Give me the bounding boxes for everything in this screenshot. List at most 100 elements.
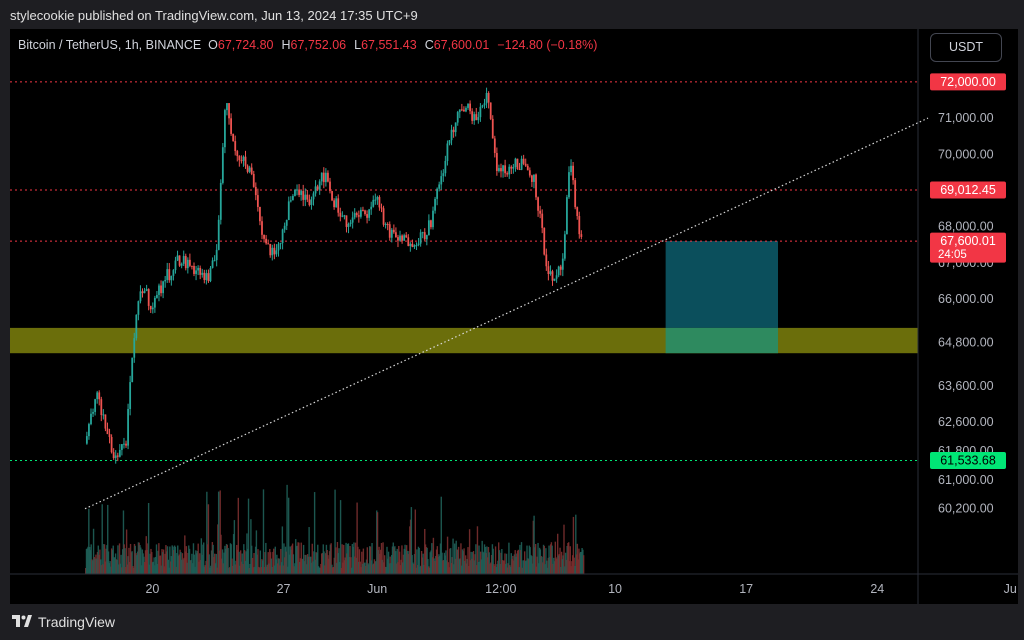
volume-bar <box>288 554 291 574</box>
volume-bar <box>333 557 335 574</box>
volume-bar <box>151 562 154 574</box>
volume-bar <box>91 559 93 574</box>
volume-bar <box>284 557 286 574</box>
volume-bar <box>358 549 361 574</box>
candle-body <box>522 158 525 164</box>
volume-bar <box>160 565 162 574</box>
volume-bar <box>287 497 290 574</box>
volume-bar <box>294 563 296 574</box>
volume-bar <box>505 553 508 574</box>
volume-bar <box>235 560 237 574</box>
volume-bar <box>221 558 223 574</box>
candle-body <box>353 213 356 218</box>
volume-bar <box>416 549 418 574</box>
candle-body <box>347 223 350 227</box>
chart-panel[interactable]: 73,000.0071,000.0070,000.0068,000.0067,0… <box>10 29 1018 604</box>
volume-bar <box>350 557 352 574</box>
volume-bar <box>292 554 295 574</box>
price-chart[interactable]: 73,000.0071,000.0070,000.0068,000.0067,0… <box>10 29 1018 604</box>
volume-bar <box>199 560 202 574</box>
volume-bar <box>564 566 566 574</box>
volume-bar <box>572 516 575 574</box>
candle-body <box>158 285 160 295</box>
tradingview-brand: TradingView <box>38 614 116 630</box>
volume-bar <box>325 544 328 574</box>
volume-bar <box>236 544 238 574</box>
volume-bar <box>121 567 123 574</box>
candle-body <box>370 206 373 210</box>
volume-bar <box>435 549 438 574</box>
candle-body <box>219 182 222 220</box>
candle-body <box>283 225 286 230</box>
volume-bar <box>90 544 92 574</box>
volume-bar <box>490 562 492 574</box>
volume-bar <box>381 559 383 574</box>
volume-bar <box>291 545 293 574</box>
candle-body <box>557 266 560 276</box>
volume-bar <box>447 562 450 574</box>
volume-bar <box>97 545 99 574</box>
candle-body <box>366 214 368 218</box>
volume-bar <box>253 552 255 574</box>
volume-bar <box>137 542 140 574</box>
volume-bar <box>342 562 344 574</box>
volume-bar <box>476 526 479 574</box>
candle-body <box>580 234 583 237</box>
candle-body <box>434 198 436 211</box>
volume-bar <box>559 547 561 574</box>
volume-bar <box>485 553 487 574</box>
candle-body <box>543 227 546 255</box>
volume-bar <box>442 560 445 574</box>
volume-bar <box>113 557 115 574</box>
volume-bar <box>438 554 440 574</box>
volume-bar <box>327 555 329 574</box>
currency-button[interactable]: USDT <box>930 33 1002 62</box>
volume-bar <box>240 561 243 574</box>
volume-bar <box>184 551 187 574</box>
candle-body <box>528 170 531 176</box>
volume-bar <box>357 561 360 574</box>
volume-bar <box>147 502 150 574</box>
y-tick-label: 71,000.00 <box>938 111 994 125</box>
volume-bar <box>420 550 423 574</box>
candle-body <box>112 452 115 459</box>
volume-bar <box>545 548 547 574</box>
volume-bar <box>195 550 197 574</box>
low-label: L <box>354 38 362 52</box>
volume-bar <box>446 560 448 574</box>
candle-body <box>537 197 539 211</box>
volume-bar <box>98 554 100 574</box>
volume-bar <box>472 551 475 574</box>
volume-bar <box>566 545 568 574</box>
volume-bar <box>478 545 480 574</box>
candle-body <box>127 408 129 446</box>
volume-bar <box>520 542 523 574</box>
symbol-name: Bitcoin / TetherUS, 1h, BINANCE <box>18 38 202 52</box>
volume-bar <box>319 567 321 574</box>
volume-bar <box>439 543 442 574</box>
tradingview-logo[interactable]: TradingView <box>12 614 115 630</box>
candle-body <box>335 198 338 208</box>
volume-bar <box>374 561 376 574</box>
volume-bar <box>100 565 103 574</box>
candle-body <box>308 199 311 205</box>
candle-body <box>287 201 290 220</box>
volume-bar <box>441 552 443 574</box>
volume-bar <box>250 519 252 574</box>
candle-body <box>419 232 422 244</box>
volume-bar <box>456 549 458 574</box>
volume-bar <box>571 561 573 574</box>
volume-bar <box>204 565 206 574</box>
volume-bar <box>413 564 415 574</box>
volume-bar <box>275 559 277 574</box>
candle-body <box>541 213 544 228</box>
candle-body <box>246 165 249 172</box>
candle-body <box>172 270 175 276</box>
candle-body <box>405 235 408 238</box>
target-box <box>665 241 779 328</box>
volume-bar <box>571 555 574 574</box>
candle-body <box>314 186 317 194</box>
candle-body <box>500 168 502 172</box>
candle-body <box>327 172 329 182</box>
volume-bar <box>336 542 339 574</box>
